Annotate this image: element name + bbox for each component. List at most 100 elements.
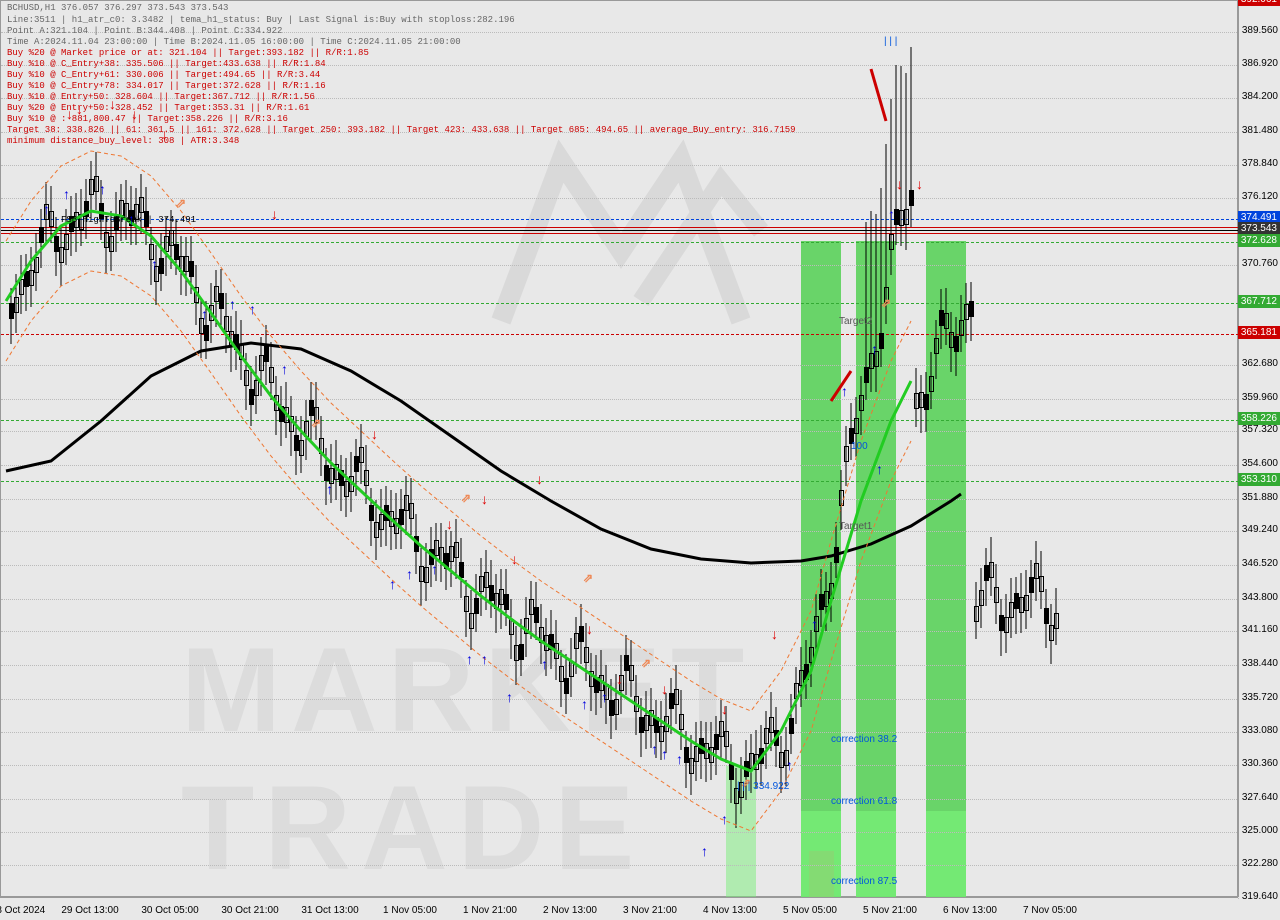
up-arrow-icon: ↑: [661, 746, 668, 762]
y-tick-label: 359.960: [1242, 392, 1278, 403]
y-tick-label: 319.640: [1242, 891, 1278, 902]
up-arrow-icon: ↑: [581, 696, 588, 712]
y-axis: 392.061389.560386.920384.200381.480378.8…: [1238, 0, 1280, 897]
price-marker: 372.628: [1238, 234, 1280, 247]
up-arrow-icon: ↑: [389, 576, 396, 592]
up-arrow-icon: ↑: [506, 689, 513, 705]
x-tick-label: 7 Nov 05:00: [1023, 905, 1077, 916]
up-arrow-icon: ↑: [201, 306, 208, 322]
up-arrow-icon: ↑: [651, 741, 658, 757]
info-line: Time A:2024.11.04 23:00:00 | Time B:2024…: [7, 37, 461, 47]
down-arrow-icon: ↓: [536, 471, 543, 487]
y-tick-label: 325.000: [1242, 825, 1278, 836]
down-arrow-icon: ↓: [771, 626, 778, 642]
info-line: Line:3511 | h1_atr_c0: 3.3482 | tema_h1_…: [7, 15, 515, 25]
symbol-label: BCHUSD,H1 376.057 376.297 373.543 373.54…: [7, 3, 228, 13]
info-line: Buy %10 @ C_Entry+38: 335.506 || Target:…: [7, 59, 326, 69]
info-line: Target 38: 338.826 || 61: 361.5 || 161: …: [7, 125, 796, 135]
x-tick-label: 1 Nov 05:00: [383, 905, 437, 916]
up-arrow-icon: ↑: [99, 181, 106, 197]
down-arrow-icon: ↓: [721, 701, 728, 717]
up-arrow-icon: ↑: [871, 341, 878, 357]
x-tick-label: 3 Nov 21:00: [623, 905, 677, 916]
x-tick-label: 4 Nov 13:00: [703, 905, 757, 916]
outline-arrow-icon: ⇗: [176, 196, 186, 210]
y-tick-label: 384.200: [1242, 91, 1278, 102]
up-arrow-icon: ↑: [406, 566, 413, 582]
info-line: minimum distance_buy_level: 308 | ATR:3.…: [7, 136, 239, 146]
annotation-label: | | |: [884, 36, 897, 47]
grid-line: [1, 399, 1239, 400]
x-tick-label: 5 Nov 05:00: [783, 905, 837, 916]
x-tick-label: 29 Oct 13:00: [61, 905, 118, 916]
y-tick-label: 362.680: [1242, 358, 1278, 369]
down-arrow-icon: ↓: [371, 426, 378, 442]
y-tick-label: 322.280: [1242, 858, 1278, 869]
up-arrow-icon: ↑: [601, 689, 608, 705]
outline-arrow-icon: ⇗: [311, 416, 321, 430]
x-axis: 28 Oct 202429 Oct 13:0030 Oct 05:0030 Oc…: [0, 897, 1238, 920]
down-arrow-icon: ↓: [271, 206, 278, 222]
info-line: Buy %20 @ Market price or at: 321.104 ||…: [7, 48, 369, 58]
up-arrow-icon: ↑: [811, 616, 818, 632]
up-arrow-icon: ↑: [63, 186, 70, 202]
down-arrow-icon: ↓: [661, 681, 668, 697]
grid-line: [1, 765, 1239, 766]
info-line: Buy %20 @ Entry+50: 328.452 || Target:35…: [7, 103, 309, 113]
up-arrow-icon: ↑: [888, 206, 895, 222]
correction-label: correction 61.8: [831, 796, 897, 807]
annotation-label: Target1: [839, 521, 872, 532]
y-tick-label: 327.640: [1242, 792, 1278, 803]
down-arrow-icon: ↓: [916, 176, 923, 192]
y-tick-label: 378.840: [1242, 158, 1278, 169]
y-tick-label: 357.320: [1242, 424, 1278, 435]
info-line: Buy %10 @ C_Entry+78: 334.017 || Target:…: [7, 81, 326, 91]
y-tick-label: 389.560: [1242, 25, 1278, 36]
y-tick-label: 381.480: [1242, 125, 1278, 136]
info-line: Buy %10 @ C_Entry+61: 330.006 || Target:…: [7, 70, 320, 80]
y-tick-label: 351.880: [1242, 492, 1278, 503]
outline-arrow-icon: ⇗: [583, 571, 593, 585]
up-arrow-icon: ↑: [151, 256, 158, 272]
grid-line: [1, 431, 1239, 432]
info-line: Buy %10 @ Entry+50: 328.604 || Target:36…: [7, 92, 315, 102]
up-arrow-icon: ↑: [326, 481, 333, 497]
up-arrow-icon: ↑: [701, 843, 708, 859]
grid-line: [1, 599, 1239, 600]
fsb-label: FSB-HighToBreak | 374.491: [61, 215, 196, 225]
up-arrow-icon: ↑: [249, 301, 256, 317]
x-tick-label: 5 Nov 21:00: [863, 905, 917, 916]
y-tick-label: 338.440: [1242, 658, 1278, 669]
chart-container: MARKET TRADE ↑↑↑↑↑↑↑↑↑↑↑↑↑↑↑↑↑↑↑↑↑↑: [0, 0, 1280, 920]
annotation-label: Target2: [839, 316, 872, 327]
down-arrow-icon: ↓: [616, 671, 623, 687]
price-marker: 358.226: [1238, 412, 1280, 425]
down-arrow-icon: ↓: [586, 621, 593, 637]
horizontal-level-line: [1, 334, 1239, 335]
x-tick-label: 6 Nov 13:00: [943, 905, 997, 916]
y-tick-label: 349.240: [1242, 524, 1278, 535]
grid-line: [1, 198, 1239, 199]
annotation-label: | | | 334.922: [737, 781, 789, 792]
x-tick-label: 28 Oct 2024: [0, 905, 45, 916]
outline-arrow-icon: ⇗: [461, 491, 471, 505]
horizontal-level-line: [1, 303, 1239, 304]
x-tick-label: 2 Nov 13:00: [543, 905, 597, 916]
up-arrow-icon: ↑: [541, 656, 548, 672]
horizontal-level-line: [1, 420, 1239, 421]
chart-area[interactable]: MARKET TRADE ↑↑↑↑↑↑↑↑↑↑↑↑↑↑↑↑↑↑↑↑↑↑: [0, 0, 1238, 897]
up-arrow-icon: ↑: [841, 383, 848, 399]
grid-line: [1, 565, 1239, 566]
down-arrow-icon: ↓: [446, 516, 453, 532]
grid-line: [1, 732, 1239, 733]
y-tick-label: 354.600: [1242, 458, 1278, 469]
x-tick-label: 30 Oct 05:00: [141, 905, 198, 916]
price-marker: 365.181: [1238, 326, 1280, 339]
up-arrow-icon: ↑: [229, 296, 236, 312]
up-arrow-icon: ↑: [786, 757, 793, 773]
y-tick-label: 376.120: [1242, 191, 1278, 202]
annotation-label: 100: [851, 441, 868, 452]
price-marker: 353.310: [1238, 473, 1280, 486]
grid-line: [1, 499, 1239, 500]
outline-arrow-icon: ⇗: [881, 296, 891, 310]
